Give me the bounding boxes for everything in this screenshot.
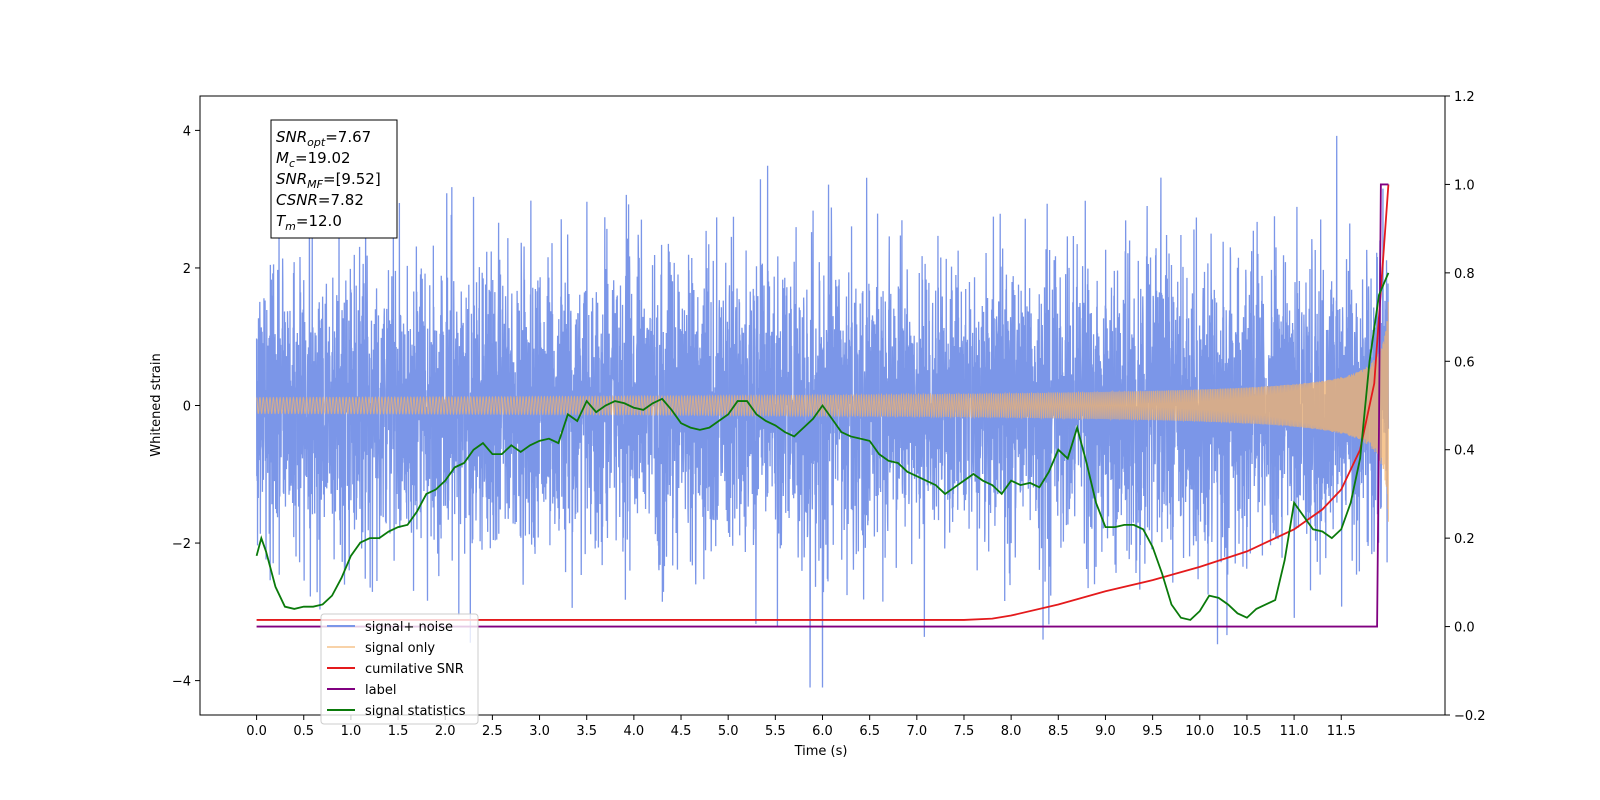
y-tick-label: 0 bbox=[183, 400, 191, 415]
legend-label: label bbox=[365, 683, 396, 698]
x-tick-label: 0.0 bbox=[246, 724, 267, 739]
x-tick-label: 2.0 bbox=[435, 724, 456, 739]
y-tick-label: −4 bbox=[172, 675, 191, 690]
series-signal-noise bbox=[255, 135, 1390, 688]
series-signal-statistics bbox=[255, 272, 1390, 621]
x-tick-label: 8.5 bbox=[1048, 724, 1069, 739]
legend: signal+ noise signal only cumilative SNR la… bbox=[320, 613, 479, 725]
x-tick-label: 1.5 bbox=[388, 724, 409, 739]
x-tick-label: 5.5 bbox=[765, 724, 786, 739]
x-tick-label: 9.5 bbox=[1142, 724, 1163, 739]
y-tick-label: 2 bbox=[183, 262, 191, 277]
x-tick-label: 10.0 bbox=[1185, 724, 1214, 739]
x-tick-label: 10.5 bbox=[1232, 724, 1261, 739]
legend-label: signal+ noise bbox=[365, 620, 453, 635]
y-tick-label: −2 bbox=[172, 537, 191, 552]
x-tick-label: 7.5 bbox=[954, 724, 975, 739]
x-tick-label: 11.5 bbox=[1327, 724, 1356, 739]
legend-label: signal only bbox=[365, 641, 435, 656]
legend-label: signal statistics bbox=[365, 704, 466, 719]
x-tick-label: 1.0 bbox=[341, 724, 362, 739]
y2-tick-label: 0.2 bbox=[1454, 532, 1475, 547]
x-tick-label: 2.5 bbox=[482, 724, 503, 739]
annotation-line: Mc=19.02 bbox=[276, 149, 351, 170]
x-tick-label: 3.0 bbox=[529, 724, 550, 739]
y2-tick-label: 1.2 bbox=[1454, 90, 1475, 105]
series-signal-only bbox=[256, 301, 1389, 522]
x-tick-label: 8.0 bbox=[1001, 724, 1022, 739]
annotation-line: CSNR=7.82 bbox=[276, 191, 364, 209]
annotation-line: Tm=12.0 bbox=[276, 212, 342, 233]
x-tick-label: 9.0 bbox=[1095, 724, 1116, 739]
y2-tick-label: 1.0 bbox=[1454, 178, 1475, 193]
x-tick-label: 6.5 bbox=[859, 724, 880, 739]
annotation-frame bbox=[270, 119, 398, 239]
y2-tick-label: 0.4 bbox=[1454, 444, 1475, 459]
x-tick-label: 11.0 bbox=[1280, 724, 1309, 739]
y-tick-label: 4 bbox=[183, 124, 191, 139]
series-label bbox=[256, 183, 1389, 628]
x-tick-label: 7.0 bbox=[906, 724, 927, 739]
x-tick-label: 4.5 bbox=[671, 724, 692, 739]
y2-tick-label: 0.0 bbox=[1454, 621, 1475, 636]
x-tick-label: 4.0 bbox=[624, 724, 645, 739]
y2-tick-label: −0.2 bbox=[1454, 709, 1486, 724]
x-tick-label: 0.5 bbox=[293, 724, 314, 739]
annotation-line: SNRopt=7.67 bbox=[276, 128, 371, 149]
x-tick-label: 5.0 bbox=[718, 724, 739, 739]
series-cumilative-snr bbox=[256, 184, 1390, 621]
x-axis-title: Time (s) bbox=[794, 744, 848, 759]
y-axis-title: Whitened strain bbox=[149, 353, 164, 456]
annotation-box: SNRopt=7.67Mc=19.02SNRMF=[9.52]CSNR=7.82… bbox=[270, 119, 398, 239]
y2-tick-label: 0.6 bbox=[1454, 355, 1475, 370]
x-tick-label: 3.5 bbox=[576, 724, 597, 739]
legend-label: cumilative SNR bbox=[365, 662, 464, 677]
annotation-line: SNRMF=[9.52] bbox=[276, 170, 381, 191]
x-tick-label: 6.0 bbox=[812, 724, 833, 739]
y2-tick-label: 0.8 bbox=[1454, 267, 1475, 282]
legend-frame bbox=[320, 613, 479, 725]
